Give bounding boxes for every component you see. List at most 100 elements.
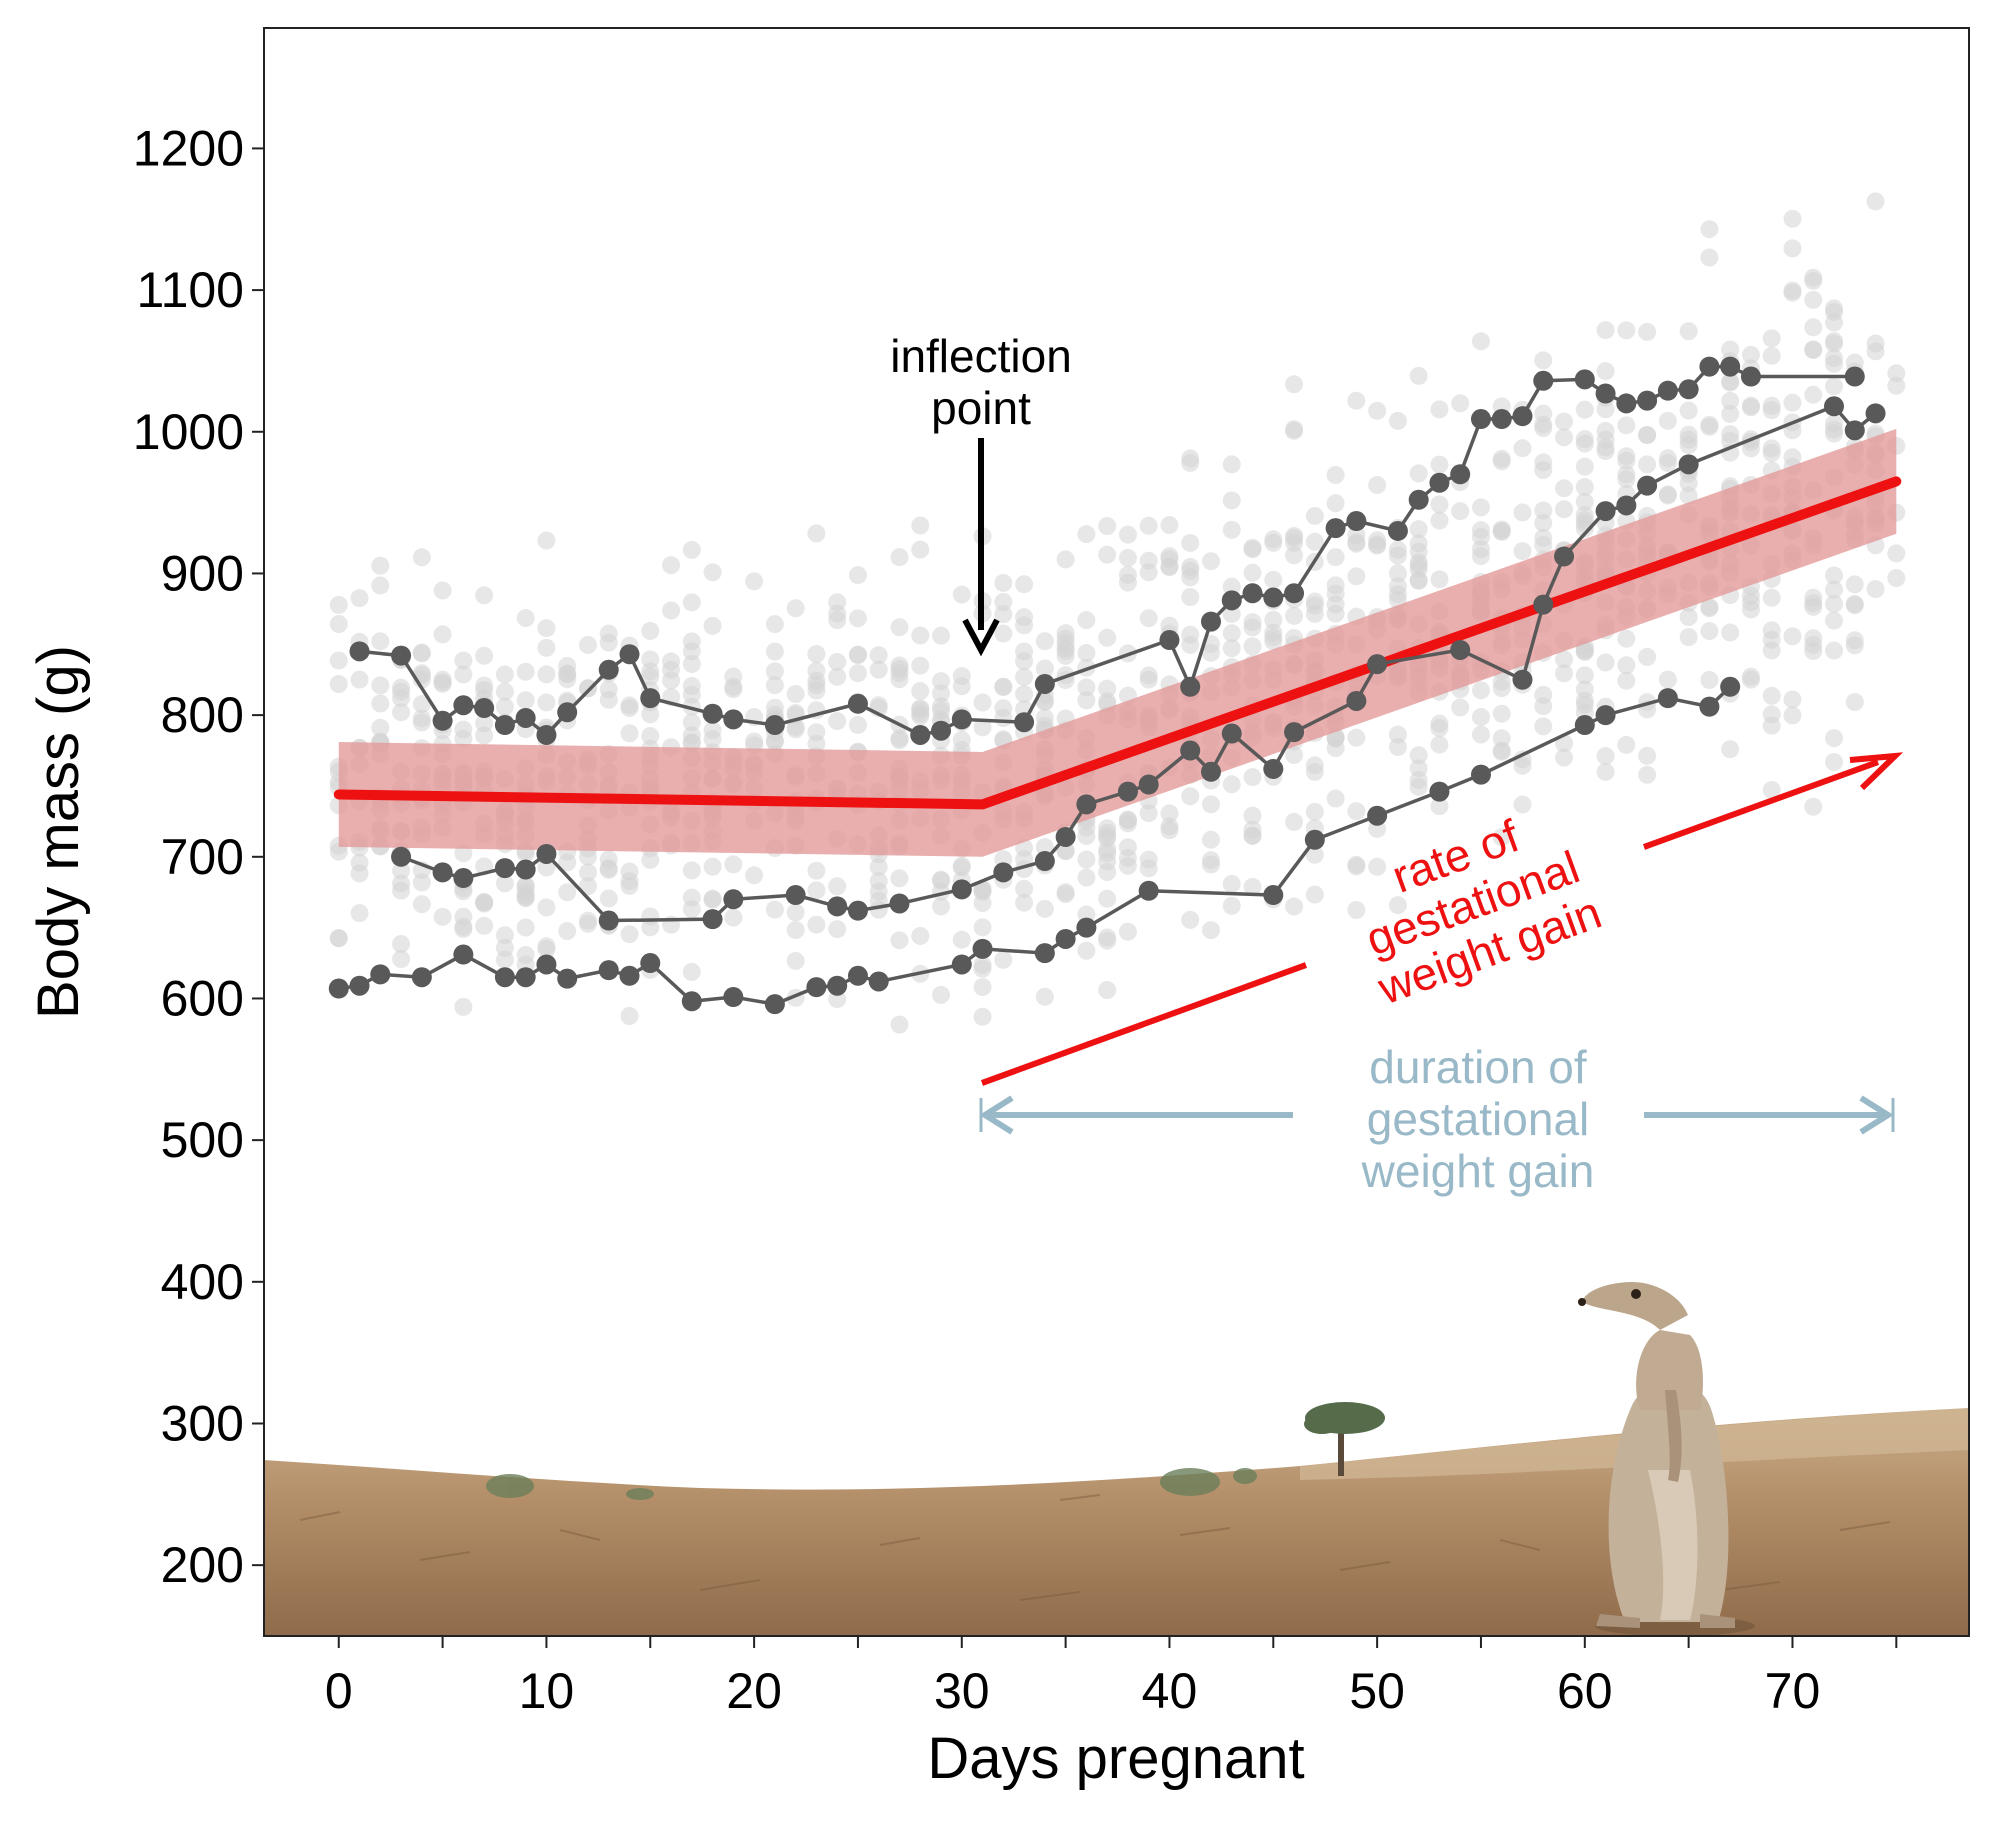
series-point: [806, 977, 827, 998]
fit-line: [333, 476, 1902, 810]
series-point: [536, 954, 557, 975]
series-point: [1221, 590, 1242, 611]
series-point: [1574, 715, 1595, 736]
series-point: [1595, 383, 1616, 404]
series-point: [619, 965, 640, 986]
series-point: [391, 846, 412, 867]
series-point: [1678, 454, 1699, 475]
series-point: [432, 710, 453, 731]
series-point: [1554, 546, 1575, 567]
inflection-annotation: inflection point: [890, 330, 1072, 657]
series-point: [494, 858, 515, 879]
series-point: [1346, 690, 1367, 711]
x-tick-label: 0: [325, 1663, 353, 1719]
series-point: [1200, 611, 1221, 632]
acacia-tree: [1304, 1402, 1385, 1476]
y-tick-label: 1000: [133, 404, 244, 460]
series-line: [400, 404, 1877, 923]
series-point: [1512, 406, 1533, 427]
rate-arrow-lower: [980, 962, 1308, 1086]
series-point: [640, 953, 661, 974]
x-tick-label: 10: [519, 1663, 575, 1719]
y-tick-label: 1200: [133, 120, 244, 176]
series-point: [1325, 518, 1346, 539]
series-point: [723, 709, 744, 730]
series-point: [1616, 393, 1637, 414]
series-3: [328, 676, 1741, 1015]
series-point: [370, 964, 391, 985]
duration-arrowhead-left: [979, 1095, 1014, 1135]
series-point: [328, 978, 349, 999]
series-point: [1242, 583, 1263, 604]
series-point: [1720, 356, 1741, 377]
series-point: [764, 715, 785, 736]
series-point: [453, 944, 474, 965]
x-tick-label: 40: [1142, 1663, 1198, 1719]
x-tick-label: 30: [934, 1663, 990, 1719]
series-point: [1284, 583, 1305, 604]
series-point: [993, 862, 1014, 883]
series-point: [931, 720, 952, 741]
series-point: [598, 960, 619, 981]
series-1: [349, 356, 1865, 745]
series-point: [785, 885, 806, 906]
series-point: [1533, 594, 1554, 615]
series-point: [1595, 501, 1616, 522]
y-axis: 200 300 400 500 600 700 800 900 1000 1100 1200: [133, 120, 264, 1593]
series-point: [1678, 379, 1699, 400]
series-point: [598, 910, 619, 931]
series-point: [1657, 380, 1678, 401]
inflection-label-line2: point: [931, 382, 1031, 434]
series-point: [1055, 928, 1076, 949]
series-point: [847, 900, 868, 921]
x-tick-label: 50: [1349, 1663, 1405, 1719]
y-tick-label: 900: [161, 545, 244, 601]
x-axis-title: Days pregnant: [927, 1726, 1304, 1791]
series-point: [1034, 673, 1055, 694]
duration-label-line3: weight gain: [1361, 1145, 1595, 1197]
series-point: [1117, 781, 1138, 802]
x-tick-label: 70: [1765, 1663, 1821, 1719]
series-point: [536, 843, 557, 864]
plot-border: [263, 27, 1970, 1637]
series-point: [1263, 587, 1284, 608]
series-point: [1180, 740, 1201, 761]
series-point: [847, 965, 868, 986]
series-point: [1200, 761, 1221, 782]
series-point: [723, 987, 744, 1008]
series-point: [557, 968, 578, 989]
series-point: [1387, 520, 1408, 541]
series-point: [1657, 688, 1678, 709]
series-point: [1429, 781, 1450, 802]
series-point: [1865, 403, 1886, 424]
y-tick-label: 300: [161, 1395, 244, 1451]
series-point: [1284, 722, 1305, 743]
series-point: [1055, 826, 1076, 847]
series-point: [515, 967, 536, 988]
series-point: [1699, 696, 1720, 717]
series-point: [1138, 880, 1159, 901]
series-point: [1491, 409, 1512, 430]
series-point: [391, 645, 412, 666]
series-point: [1616, 495, 1637, 516]
series-point: [557, 702, 578, 723]
rate-arrow-upper: [1642, 759, 1880, 850]
series-point: [536, 724, 557, 745]
series-point: [474, 698, 495, 719]
series-point: [1076, 917, 1097, 938]
series-point: [1740, 366, 1761, 387]
y-tick-label: 700: [161, 829, 244, 885]
series-point: [598, 659, 619, 680]
series-point: [889, 893, 910, 914]
y-tick-label: 1100: [136, 262, 244, 318]
series-point: [1367, 805, 1388, 826]
y-tick-label: 800: [161, 687, 244, 743]
series-point: [1034, 943, 1055, 964]
series-point: [1263, 758, 1284, 779]
rate-arrowhead: [1849, 752, 1904, 791]
series-point: [1408, 489, 1429, 510]
series-point: [494, 967, 515, 988]
duration-annotation: duration of gestational weight gain: [979, 1041, 1895, 1197]
y-axis-title: Body mass (g): [26, 645, 91, 1019]
